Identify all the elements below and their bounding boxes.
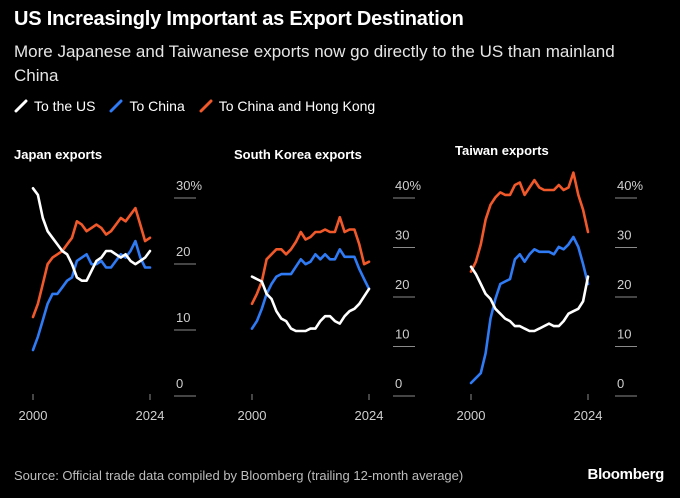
y-tick-label: 20 [395, 277, 409, 292]
legend-label-china-hk: To China and Hong Kong [218, 98, 376, 114]
legend-label-china: To China [129, 98, 185, 114]
legend-item-us: To the US [14, 98, 95, 114]
y-tick-label: 0 [617, 376, 624, 391]
legend-item-china: To China [109, 98, 185, 114]
y-tick-label: 30 [617, 228, 631, 243]
y-tick-label: 30% [176, 178, 202, 193]
series-line-to-china-and-hong-kong [31, 206, 152, 319]
chart-subtitle: More Japanese and Taiwanese exports now … [14, 42, 615, 85]
chart-title: US Increasingly Important as Export Dest… [14, 8, 464, 30]
y-tick-label: 10 [176, 310, 190, 325]
legend-label-us: To the US [34, 98, 96, 114]
x-tick-label: 2000 [19, 408, 48, 423]
bloomberg-logo: Bloomberg [587, 466, 665, 483]
panel-south-korea-exports: South Korea exports 0 10 20 30 40% 2000 2024 [234, 147, 421, 423]
legend: To the US To China To China and Hong Kon… [14, 98, 389, 114]
series-line-to-china [250, 248, 371, 330]
x-tick-label: 2024 [355, 408, 384, 423]
y-tick-label: 40% [395, 178, 421, 193]
series-line-to-the-us [31, 187, 152, 282]
legend-swatch-china [109, 99, 123, 113]
series-line-to-china [469, 235, 590, 385]
legend-swatch-us [14, 99, 28, 113]
legend-item-china-hk: To China and Hong Kong [199, 98, 375, 114]
y-tick-label: 20 [617, 277, 631, 292]
panel-title: Japan exports [14, 147, 102, 162]
y-tick-label: 10 [395, 327, 409, 342]
source-note: Source: Official trade data compiled by … [14, 468, 464, 483]
x-tick-label: 2000 [238, 408, 267, 423]
series-line-to-china [31, 239, 152, 352]
y-tick-label: 20 [176, 244, 190, 259]
panel-taiwan-exports: Taiwan exports 0 10 20 30 40% 2000 2024 [455, 143, 643, 423]
series-line-to-china-and-hong-kong [469, 171, 590, 273]
series-line-to-the-us [469, 265, 590, 333]
panel-title: Taiwan exports [455, 143, 549, 158]
panel-japan-exports: Japan exports 0 10 20 30% 2000 2024 [14, 147, 202, 423]
series-line-to-the-us [250, 275, 371, 333]
y-tick-label: 0 [176, 376, 183, 391]
series-line-to-china-and-hong-kong [250, 215, 371, 306]
y-tick-label: 10 [617, 327, 631, 342]
panel-title: South Korea exports [234, 147, 362, 162]
x-tick-label: 2000 [457, 408, 486, 423]
legend-swatch-china-hk [199, 99, 213, 113]
y-tick-label: 30 [395, 228, 409, 243]
x-tick-label: 2024 [574, 408, 603, 423]
x-tick-label: 2024 [136, 408, 165, 423]
y-tick-label: 40% [617, 178, 643, 193]
y-tick-label: 0 [395, 376, 402, 391]
